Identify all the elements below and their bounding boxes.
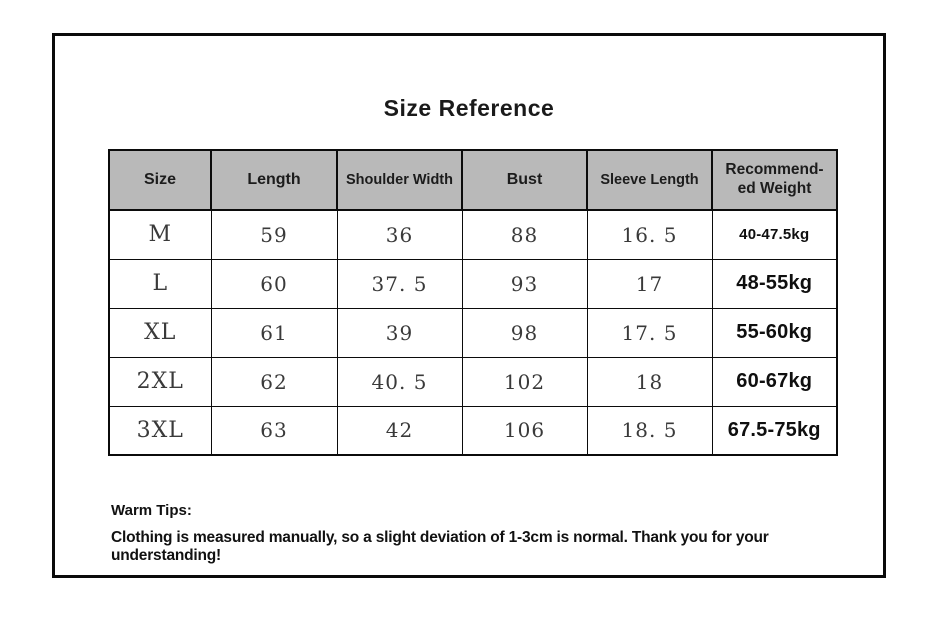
cell-sleeve-length: 16. 5 (586, 209, 713, 260)
cell-shoulder-width: 37. 5 (336, 258, 463, 309)
cell-length: 61 (210, 307, 338, 358)
cell-length: 62 (210, 356, 338, 407)
table-row-m: M 59 36 88 16. 5 40-47.5kg (108, 209, 838, 260)
cell-bust: 93 (461, 258, 588, 309)
cell-shoulder-width: 39 (336, 307, 463, 358)
cell-recommended-weight: 67.5-75kg (711, 405, 838, 456)
cell-shoulder-width: 40. 5 (336, 356, 463, 407)
warm-tips-heading: Warm Tips: (111, 502, 192, 519)
cell-recommended-weight: 48-55kg (711, 258, 838, 309)
cell-size: 3XL (108, 405, 212, 456)
warm-tips-body: Clothing is measured manually, so a slig… (111, 529, 769, 564)
cell-size: XL (108, 307, 212, 358)
cell-recommended-weight: 40-47.5kg (711, 209, 838, 260)
cell-bust: 102 (461, 356, 588, 407)
header-row: Size Length Shoulder Width Bust Sleeve L… (108, 149, 838, 211)
table-row-3xl: 3XL 63 42 106 18. 5 67.5-75kg (108, 405, 838, 456)
size-table-header: Size Length Shoulder Width Bust Sleeve L… (108, 149, 838, 211)
cell-shoulder-width: 36 (336, 209, 463, 260)
table-row-xl: XL 61 39 98 17. 5 55-60kg (108, 307, 838, 358)
cell-sleeve-length: 17. 5 (586, 307, 713, 358)
cell-recommended-weight: 60-67kg (711, 356, 838, 407)
cell-length: 60 (210, 258, 338, 309)
cell-length: 59 (210, 209, 338, 260)
cell-sleeve-length: 17 (586, 258, 713, 309)
column-header-size: Size (108, 149, 212, 211)
cell-bust: 88 (461, 209, 588, 260)
size-table: Size Length Shoulder Width Bust Sleeve L… (108, 149, 838, 456)
cell-size: L (108, 258, 212, 309)
cell-shoulder-width: 42 (336, 405, 463, 456)
cell-size: M (108, 209, 212, 260)
column-header-shoulder-width: Shoulder Width (336, 149, 463, 211)
cell-size: 2XL (108, 356, 212, 407)
column-header-sleeve-length: Sleeve Length (586, 149, 713, 211)
cell-sleeve-length: 18 (586, 356, 713, 407)
cell-recommended-weight: 55-60kg (711, 307, 838, 358)
column-header-length: Length (210, 149, 338, 211)
cell-length: 63 (210, 405, 338, 456)
cell-bust: 98 (461, 307, 588, 358)
border-frame: Size Reference Size Length Shoulder Widt… (52, 33, 886, 578)
size-table-body: M 59 36 88 16. 5 40-47.5kg L 60 37. 5 93… (108, 209, 838, 456)
cell-sleeve-length: 18. 5 (586, 405, 713, 456)
table-row-l: L 60 37. 5 93 17 48-55kg (108, 258, 838, 309)
column-header-bust: Bust (461, 149, 588, 211)
table-row-2xl: 2XL 62 40. 5 102 18 60-67kg (108, 356, 838, 407)
cell-bust: 106 (461, 405, 588, 456)
warm-tips: Warm Tips: Clothing is measured manually… (111, 502, 851, 565)
column-header-recommended-weight: Recommend- ed Weight (711, 149, 838, 211)
page-title: Size Reference (383, 95, 555, 121)
